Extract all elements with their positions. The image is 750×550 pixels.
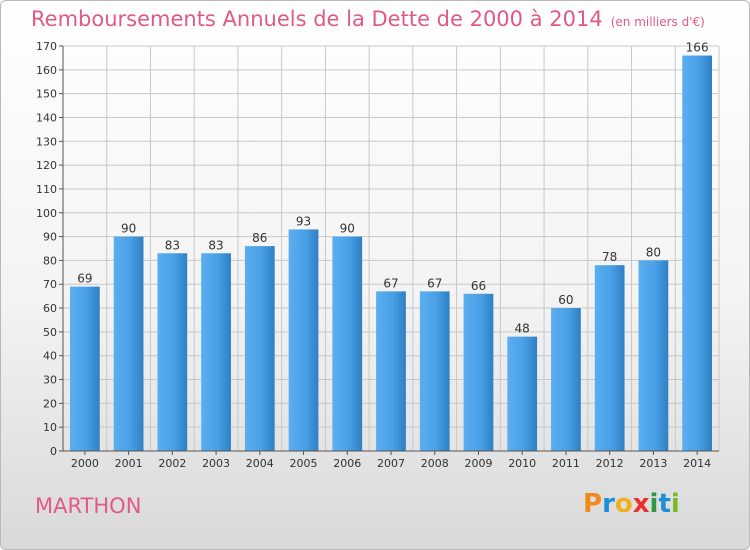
bar-value-label: 83 [208, 238, 223, 252]
logo-letter: r [602, 489, 615, 519]
bar-value-label: 66 [471, 279, 486, 293]
y-tick-label: 90 [43, 231, 57, 244]
bar [682, 55, 713, 451]
y-tick-label: 0 [50, 445, 57, 458]
x-tick-label: 2012 [596, 457, 624, 470]
logo-letter: i [649, 489, 659, 519]
bar-value-label: 48 [515, 322, 530, 336]
bar [419, 291, 450, 451]
bar-value-label: 83 [165, 238, 180, 252]
bar [638, 260, 669, 451]
bar-value-label: 78 [602, 250, 617, 264]
y-tick-label: 120 [36, 159, 57, 172]
bar-value-label: 90 [340, 222, 355, 236]
x-tick-label: 2013 [639, 457, 667, 470]
bar [157, 253, 188, 451]
axes: 0 10 20 30 40 50 60 70 80 90 100 110 120 130 140 150 160… [36, 40, 719, 470]
bar [201, 253, 231, 451]
x-tick-label: 2014 [683, 457, 711, 470]
bar-value-label: 67 [427, 276, 442, 290]
logo-letter: i [670, 489, 680, 519]
bar [376, 291, 406, 451]
bar-value-label: 69 [77, 272, 92, 286]
x-tick-label: 2008 [421, 457, 449, 470]
bar-value-label: 93 [296, 214, 311, 228]
x-tick-label: 2006 [333, 457, 361, 470]
y-tick-label: 80 [43, 254, 57, 267]
x-tick-label: 2010 [508, 457, 536, 470]
chart-title-text: Remboursements Annuels de la Dette de 20… [31, 7, 603, 31]
chart-unit: (en milliers d'€) [610, 15, 705, 29]
bar-value-label: 67 [383, 276, 398, 290]
y-tick-label: 160 [36, 64, 57, 77]
bar-value-label: 60 [558, 293, 573, 307]
bar [288, 229, 319, 451]
bar-value-label: 86 [252, 231, 267, 245]
y-tick-label: 10 [43, 421, 57, 434]
bar [332, 236, 363, 451]
x-tick-label: 2007 [377, 457, 405, 470]
y-tick-label: 40 [43, 350, 57, 363]
x-tick-label: 2002 [158, 457, 186, 470]
y-tick-label: 170 [36, 40, 57, 53]
x-tick-label: 2000 [71, 457, 99, 470]
logo-letter: o [614, 489, 633, 519]
bar-value-label: 166 [686, 41, 709, 55]
y-tick-label: 30 [43, 374, 57, 387]
x-tick-label: 2001 [115, 457, 143, 470]
chart-title: Remboursements Annuels de la Dette de 20… [31, 7, 705, 31]
x-tick-label: 2003 [202, 457, 230, 470]
proxiti-logo: Proxiti [583, 489, 680, 519]
bar [69, 286, 100, 451]
y-tick-label: 130 [36, 135, 57, 148]
y-tick-label: 150 [36, 88, 57, 101]
logo-letter: t [658, 489, 671, 519]
y-tick-label: 110 [36, 183, 57, 196]
y-tick-label: 140 [36, 111, 57, 124]
x-tick-label: 2011 [552, 457, 580, 470]
x-tick-label: 2005 [290, 457, 318, 470]
bar [113, 236, 144, 451]
bar [551, 308, 581, 451]
logo-letter: P [583, 489, 603, 519]
y-tick-label: 20 [43, 397, 57, 410]
bar-value-label: 90 [121, 222, 136, 236]
y-tick-label: 100 [36, 207, 57, 220]
x-tick-label: 2009 [464, 457, 492, 470]
y-tick-label: 50 [43, 326, 57, 339]
bar [463, 293, 494, 451]
y-tick-label: 60 [43, 302, 57, 315]
place-name: MARTHON [35, 494, 142, 518]
logo-letter: x [632, 489, 650, 519]
bars: 69 90 83 83 86 93 90 67 67 66 48 60 78 80 166 [69, 41, 713, 451]
x-tick-label: 2004 [246, 457, 274, 470]
bar [244, 246, 275, 451]
bar-value-label: 80 [646, 245, 661, 259]
bar [594, 265, 625, 451]
y-tick-label: 70 [43, 278, 57, 291]
bar [507, 336, 538, 451]
